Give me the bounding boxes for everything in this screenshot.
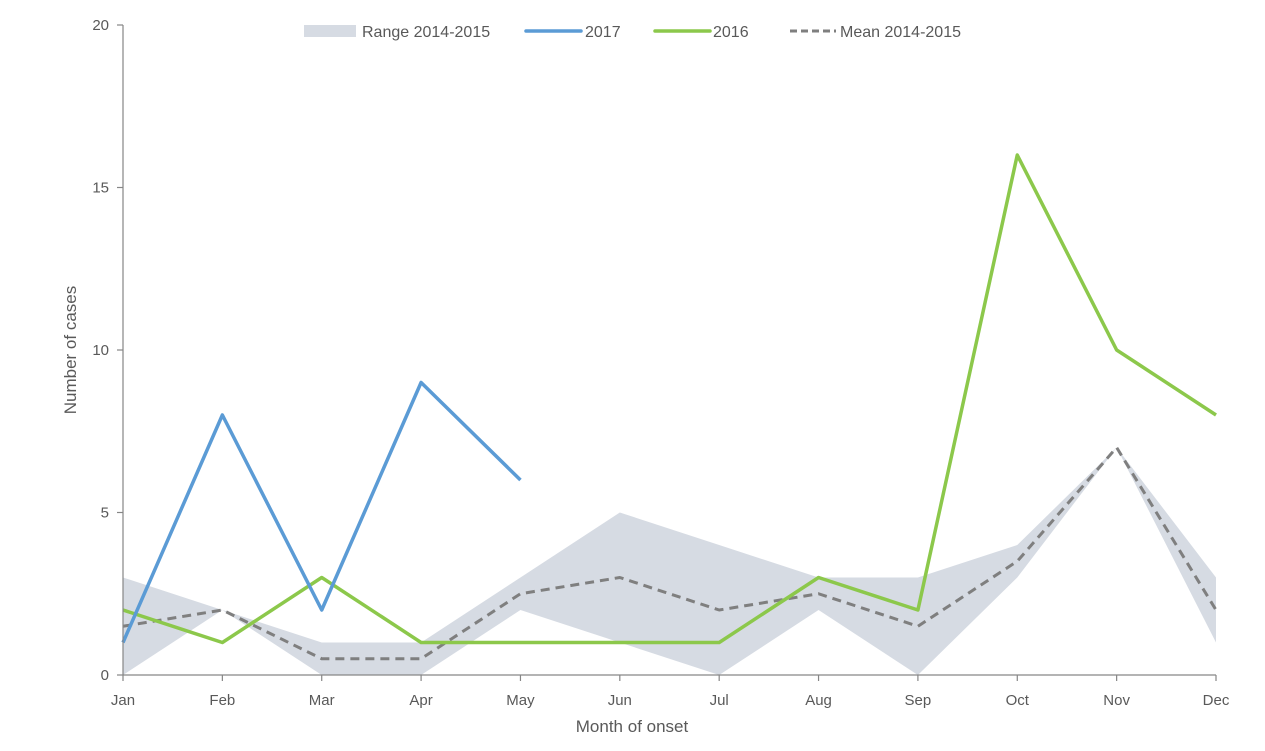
legend-band-swatch [304, 25, 356, 37]
y-axis-title: Number of cases [61, 286, 80, 415]
x-tick-label: Dec [1203, 692, 1230, 709]
legend-label: Mean 2014-2015 [840, 24, 961, 41]
legend-label: 2017 [585, 24, 621, 41]
y-tick-label: 0 [101, 667, 109, 684]
x-tick-label: Apr [409, 692, 432, 709]
y-tick-labels: 0 5 10 15 20 [92, 17, 109, 684]
x-tick-label: Jun [608, 692, 632, 709]
line-2016 [122, 153, 1217, 645]
series-path [121, 380, 522, 644]
legend-item-mean: Mean 2014-2015 [790, 24, 961, 41]
axes [117, 24, 1217, 681]
line-2017 [121, 380, 522, 644]
x-tick-labels: Jan Feb Mar Apr May Jun Jul Aug Sep Oct Nov Dec [111, 692, 1230, 709]
legend-label: Range 2014-2015 [362, 24, 490, 41]
x-tick-label: Mar [309, 692, 335, 709]
series-path [122, 153, 1217, 645]
x-tick-label: Aug [805, 692, 832, 709]
series-path [122, 446, 1218, 661]
legend: Range 2014-2015 2017 2016 Mean 2014-2015 [304, 24, 961, 41]
x-tick-label: Nov [1103, 692, 1130, 709]
range-band-area [123, 447, 1216, 675]
x-tick-label: Feb [209, 692, 235, 709]
legend-item-2016: 2016 [653, 24, 749, 41]
x-tick-label: Sep [905, 692, 932, 709]
x-tick-label: Oct [1006, 692, 1030, 709]
y-tick-label: 10 [92, 342, 109, 359]
legend-label: 2016 [713, 24, 749, 41]
y-tick-label: 5 [101, 505, 109, 522]
x-axis-title: Month of onset [576, 717, 689, 736]
y-tick-label: 15 [92, 180, 109, 197]
range-band [123, 447, 1216, 675]
legend-item-2017: 2017 [524, 24, 621, 41]
y-tick-label: 20 [92, 17, 109, 34]
mean-line [122, 446, 1218, 661]
x-tick-label: May [506, 692, 535, 709]
x-tick-label: Jan [111, 692, 135, 709]
x-tick-label: Jul [710, 692, 729, 709]
legend-item-range: Range 2014-2015 [304, 24, 490, 41]
